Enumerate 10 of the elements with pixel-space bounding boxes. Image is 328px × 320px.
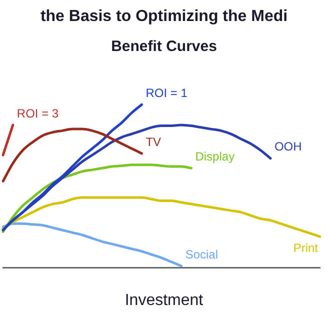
series-label: Display (195, 149, 235, 164)
series-label: Print (293, 240, 319, 255)
series-label: TV (146, 134, 162, 149)
x-axis-title: Investment (124, 292, 204, 310)
series-label: Social (185, 247, 218, 262)
series-label: OOH (274, 140, 302, 154)
series-label: ROI = 1 (146, 86, 188, 100)
chart-subtitle: Benefit Curves (110, 38, 218, 55)
series-label: ROI = 3 (16, 106, 59, 120)
chart-title: the Basis to Optimizing the Medi (39, 8, 289, 26)
